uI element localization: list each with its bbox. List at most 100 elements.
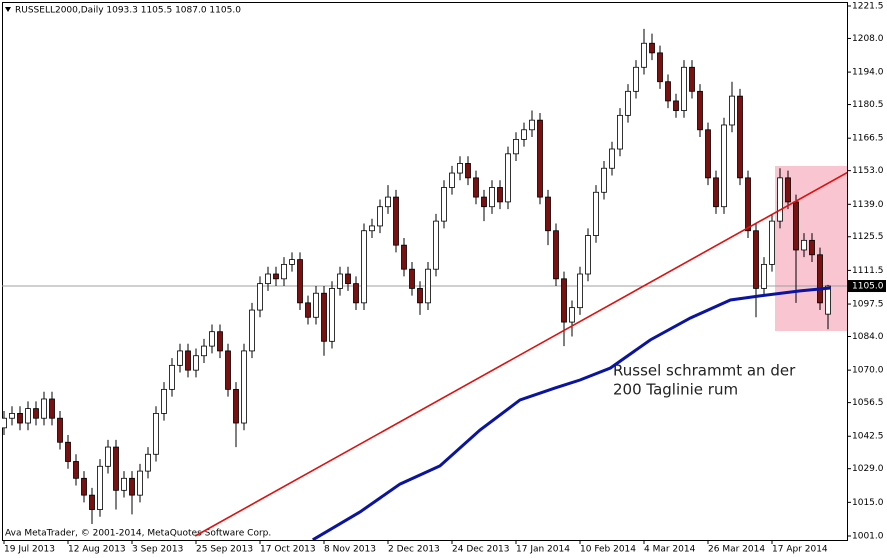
candle-body — [777, 177, 783, 222]
candle-body — [193, 355, 199, 371]
candle-body — [9, 413, 15, 419]
candle-body — [673, 100, 679, 111]
candle-body — [545, 196, 551, 232]
overlay-line — [312, 286, 831, 540]
candle-body — [649, 42, 655, 54]
candle-body — [129, 477, 135, 496]
price-label: 1105.0 — [852, 282, 884, 292]
candle-body — [57, 417, 63, 443]
candle-body — [825, 285, 831, 315]
candle-body — [369, 225, 375, 232]
candle-body — [25, 408, 31, 424]
candle-body — [137, 470, 143, 496]
candle-body — [321, 292, 327, 342]
candle-body — [345, 273, 351, 285]
x-tick-label: 26 Mar 2014 — [708, 545, 765, 555]
y-tick-label: 1194.0 — [852, 68, 884, 78]
candle-body — [513, 139, 519, 155]
candle-body — [241, 350, 247, 424]
candle-body — [465, 163, 471, 179]
candle-body — [297, 259, 303, 304]
candle-body — [201, 345, 207, 357]
candle-body — [665, 81, 671, 102]
candle-body — [177, 350, 183, 366]
candle-body — [609, 148, 615, 169]
candle-body — [585, 235, 591, 275]
candle-body — [89, 494, 95, 510]
candle-body — [593, 191, 599, 236]
menu-icon — [5, 7, 11, 12]
candle-body — [161, 388, 167, 414]
candle-body — [473, 177, 479, 198]
plot-frame — [2, 2, 848, 541]
candle-body — [689, 66, 695, 92]
y-tick-label: 1056.5 — [852, 398, 884, 408]
candle-body — [289, 259, 295, 265]
candle-body — [529, 119, 535, 131]
y-tick-label: 1166.5 — [852, 134, 884, 144]
x-tick-label: 2 Dec 2013 — [388, 545, 440, 555]
x-tick-label: 8 Nov 2013 — [324, 545, 376, 555]
y-tick-label: 1097.5 — [852, 300, 884, 310]
candle-body — [257, 283, 263, 311]
x-tick-label: 10 Feb 2014 — [580, 545, 636, 555]
candle-body — [305, 302, 311, 318]
candle-body — [273, 273, 279, 280]
candle-body — [121, 477, 127, 491]
candle-body — [769, 220, 775, 265]
candle-body — [497, 187, 503, 203]
candle-body — [705, 129, 711, 179]
candle-body — [441, 187, 447, 222]
x-tick-label: 17 Apr 2014 — [772, 545, 828, 555]
annotation: 200 Taglinie rum — [613, 381, 738, 399]
y-tick-label: 1084.0 — [852, 332, 884, 342]
plot-area — [2, 28, 847, 540]
candle-body — [401, 244, 407, 270]
annotation: Russel schrammt an der — [613, 362, 796, 380]
candle-body — [73, 461, 79, 479]
candle-body — [65, 441, 71, 462]
candle-body — [217, 331, 223, 352]
x-tick-label: 19 Jul 2013 — [4, 545, 55, 555]
price-label-box — [848, 280, 886, 293]
candle-body — [409, 268, 415, 289]
y-tick-label: 1221.5 — [852, 2, 884, 12]
candle-body — [105, 446, 111, 467]
candle-body — [817, 254, 823, 304]
candle-body — [185, 350, 191, 371]
y-tick-label: 1042.5 — [852, 432, 884, 442]
candle-body — [641, 42, 647, 68]
y-tick-label: 1139.0 — [852, 200, 884, 210]
candle-body — [561, 278, 567, 323]
x-tick-label: 24 Dec 2013 — [452, 545, 510, 555]
y-tick-label: 1070.0 — [852, 366, 884, 376]
candle-body — [801, 239, 807, 251]
candle-body — [353, 283, 359, 304]
candle-body — [249, 309, 255, 352]
candle-body — [713, 177, 719, 208]
candle-body — [617, 114, 623, 150]
y-tick-label: 1015.0 — [852, 498, 884, 508]
candle-body — [425, 268, 431, 304]
candle-body — [41, 398, 47, 419]
candle-body — [377, 206, 383, 227]
x-tick-label: 12 Aug 2013 — [68, 545, 126, 555]
candle-body — [337, 273, 343, 289]
candle-body — [753, 230, 759, 289]
candle-body — [417, 288, 423, 304]
x-tick-label: 17 Jan 2014 — [516, 545, 570, 555]
candle-body — [361, 230, 367, 304]
candle-body — [313, 292, 319, 318]
candle-body — [329, 288, 335, 342]
candle-body — [265, 273, 271, 285]
y-tick-label: 1125.5 — [852, 232, 884, 242]
y-tick-label: 1029.0 — [852, 464, 884, 474]
overlay-line — [194, 171, 847, 537]
candle-body — [569, 307, 575, 323]
x-tick-label: 17 Oct 2013 — [260, 545, 316, 555]
candle-body — [721, 124, 727, 208]
candle-body — [449, 172, 455, 188]
candle-body — [537, 119, 543, 198]
candle-body — [385, 196, 391, 208]
